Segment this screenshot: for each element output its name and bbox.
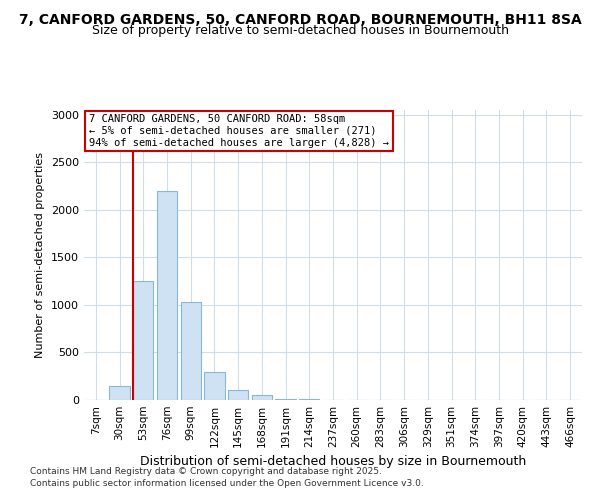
Bar <box>228 390 248 400</box>
Bar <box>299 399 319 400</box>
Bar <box>181 302 201 400</box>
Text: 7, CANFORD GARDENS, 50, CANFORD ROAD, BOURNEMOUTH, BH11 8SA: 7, CANFORD GARDENS, 50, CANFORD ROAD, BO… <box>19 12 581 26</box>
Bar <box>252 395 272 400</box>
Bar <box>205 372 224 400</box>
Bar <box>157 191 177 400</box>
Bar <box>275 398 296 400</box>
Y-axis label: Number of semi-detached properties: Number of semi-detached properties <box>35 152 46 358</box>
Bar <box>133 281 154 400</box>
Text: 7 CANFORD GARDENS, 50 CANFORD ROAD: 58sqm
← 5% of semi-detached houses are small: 7 CANFORD GARDENS, 50 CANFORD ROAD: 58sq… <box>89 114 389 148</box>
Bar <box>109 386 130 400</box>
Text: Contains HM Land Registry data © Crown copyright and database right 2025.: Contains HM Land Registry data © Crown c… <box>30 467 382 476</box>
X-axis label: Distribution of semi-detached houses by size in Bournemouth: Distribution of semi-detached houses by … <box>140 456 526 468</box>
Text: Size of property relative to semi-detached houses in Bournemouth: Size of property relative to semi-detach… <box>91 24 509 37</box>
Text: Contains public sector information licensed under the Open Government Licence v3: Contains public sector information licen… <box>30 478 424 488</box>
